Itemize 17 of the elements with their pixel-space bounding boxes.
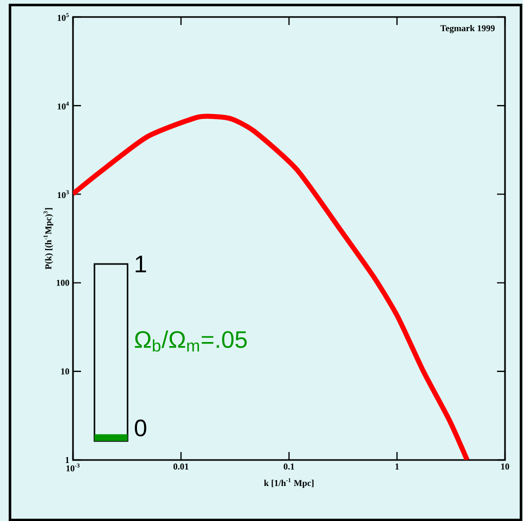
- y-tick-label: 100: [56, 280, 70, 286]
- x-tick-label: 0.1: [284, 463, 294, 470]
- x-tick-label: 1: [395, 463, 399, 470]
- x-tick-label: 10: [501, 463, 510, 470]
- annotation: Ω$_{b}$/Ω$_{m}$=.05: [134, 330, 247, 352]
- y-tick-label: 10: [61, 368, 70, 374]
- annotation: 1: [136, 256, 146, 272]
- y-tick-label: 10$^{3}$: [58, 190, 69, 198]
- y-tick-label: 10$^{4}$: [58, 102, 69, 110]
- x-tick-label: 10$^{-3}$: [66, 463, 80, 472]
- x-tick-label: 0.01: [173, 463, 188, 470]
- x-axis-title: k [1/h$^{-1}$ Mpc]: [264, 478, 314, 488]
- annotation: Tegmark 1999: [440, 24, 495, 34]
- y-tick-label: 1: [66, 456, 70, 463]
- y-axis-title: P(k) [(h$^{-1}$Mpc)$^{3}$]: [44, 208, 54, 270]
- annotation: 0: [134, 419, 146, 436]
- y-tick-label: 10$^{5}$: [58, 12, 69, 21]
